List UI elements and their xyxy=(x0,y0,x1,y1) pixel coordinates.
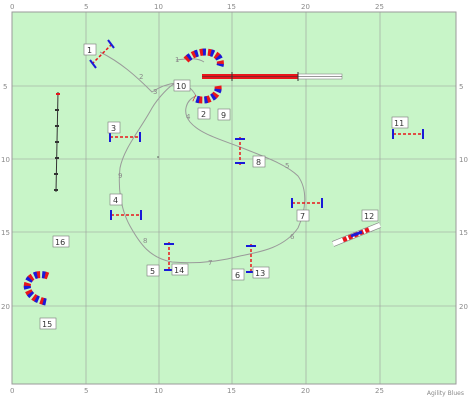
label-12: 12 xyxy=(361,209,379,222)
label-2: 2 xyxy=(197,107,211,120)
x-tick-bottom: 10 xyxy=(154,387,163,395)
y-tick-right: 20 xyxy=(459,303,468,311)
x-tick-top: 10 xyxy=(154,3,163,11)
x-axis-top: 0 5 10 15 20 25 xyxy=(10,3,384,11)
jump-3 xyxy=(109,132,141,142)
x-tick-top: 0 xyxy=(10,3,14,11)
label-11-text: 11 xyxy=(394,119,404,128)
x-tick-top: 20 xyxy=(301,3,310,11)
label-2-text: 2 xyxy=(201,110,206,119)
label-14-text: 14 xyxy=(174,266,184,275)
label-1: 1 xyxy=(83,43,97,56)
y-tick-right: 10 xyxy=(459,156,468,164)
label-4: 4 xyxy=(109,193,123,206)
x-tick-bottom: 15 xyxy=(227,387,236,395)
label-16-text: 16 xyxy=(55,238,65,247)
label-5: 5 xyxy=(146,264,160,277)
x-tick-top: 25 xyxy=(375,3,384,11)
jump-7 xyxy=(291,198,323,208)
jump-8 xyxy=(235,137,245,167)
label-11: 11 xyxy=(391,116,409,129)
path-marker: 2 xyxy=(139,73,143,81)
obstacle-labels: 1 2 3 4 5 6 7 8 9 10 11 12 13 14 15 16 xyxy=(39,43,409,330)
weave-16 xyxy=(54,91,60,193)
path-marker: 4 xyxy=(186,113,191,121)
label-1-text: 1 xyxy=(87,46,92,55)
x-tick-bottom: 20 xyxy=(301,387,310,395)
label-3: 3 xyxy=(107,121,121,134)
tunnel-15 xyxy=(23,271,50,306)
y-tick-right: 5 xyxy=(459,83,463,91)
seesaw-12 xyxy=(331,222,382,247)
y-tick-right: 15 xyxy=(459,229,468,237)
path-marker: 9 xyxy=(118,172,122,180)
y-tick-left: 20 xyxy=(1,303,10,311)
label-8: 8 xyxy=(252,155,266,168)
path-marker: 1 xyxy=(175,56,179,64)
jump-4 xyxy=(110,210,142,220)
label-13: 13 xyxy=(252,266,270,279)
x-tick-top: 15 xyxy=(227,3,236,11)
label-12-text: 12 xyxy=(364,212,374,221)
label-13-text: 13 xyxy=(255,269,265,278)
label-10: 10 xyxy=(173,79,191,92)
label-15-text: 15 xyxy=(42,320,52,329)
label-7-text: 7 xyxy=(300,212,305,221)
label-6-text: 6 xyxy=(235,271,240,280)
label-14: 14 xyxy=(171,263,189,276)
label-4-text: 4 xyxy=(113,196,118,205)
y-tick-left: 10 xyxy=(1,156,10,164)
y-tick-left: 5 xyxy=(3,83,7,91)
path-marker: 8 xyxy=(143,237,147,245)
path-marker: 5 xyxy=(285,162,289,170)
y-axis-right: 5 10 15 20 xyxy=(459,83,468,311)
x-tick-bottom: 0 xyxy=(10,387,14,395)
x-axis-bottom: 0 5 10 15 20 25 xyxy=(10,387,384,395)
label-16: 16 xyxy=(52,235,70,248)
dogwalk-10 xyxy=(202,72,343,81)
label-8-text: 8 xyxy=(256,158,261,167)
label-5-text: 5 xyxy=(150,267,155,276)
tunnel-2 xyxy=(183,48,224,67)
x-tick-bottom: 25 xyxy=(375,387,384,395)
center-dot xyxy=(157,156,159,158)
tunnel-9 xyxy=(192,85,222,104)
jump-11 xyxy=(392,129,424,139)
credit-text: Agility Blues xyxy=(426,390,464,397)
label-15: 15 xyxy=(39,317,57,330)
path-marker: 6 xyxy=(290,233,295,241)
course-path-start xyxy=(175,58,205,63)
label-9: 9 xyxy=(217,108,231,121)
path-marker: 3 xyxy=(153,88,157,96)
label-9-text: 9 xyxy=(221,111,226,120)
x-tick-bottom: 5 xyxy=(84,387,88,395)
label-10-text: 10 xyxy=(176,82,186,91)
path-marker: 7 xyxy=(208,259,212,267)
y-axis-left: 5 10 15 20 xyxy=(1,83,10,311)
field-area xyxy=(11,11,457,385)
y-tick-left: 15 xyxy=(1,229,10,237)
label-7: 7 xyxy=(296,209,310,222)
x-tick-top: 5 xyxy=(84,3,88,11)
label-3-text: 3 xyxy=(111,124,116,133)
path-markers: 1 2 3 4 5 6 7 8 9 xyxy=(118,56,295,267)
label-6: 6 xyxy=(231,268,245,281)
jump-1 xyxy=(89,39,115,69)
